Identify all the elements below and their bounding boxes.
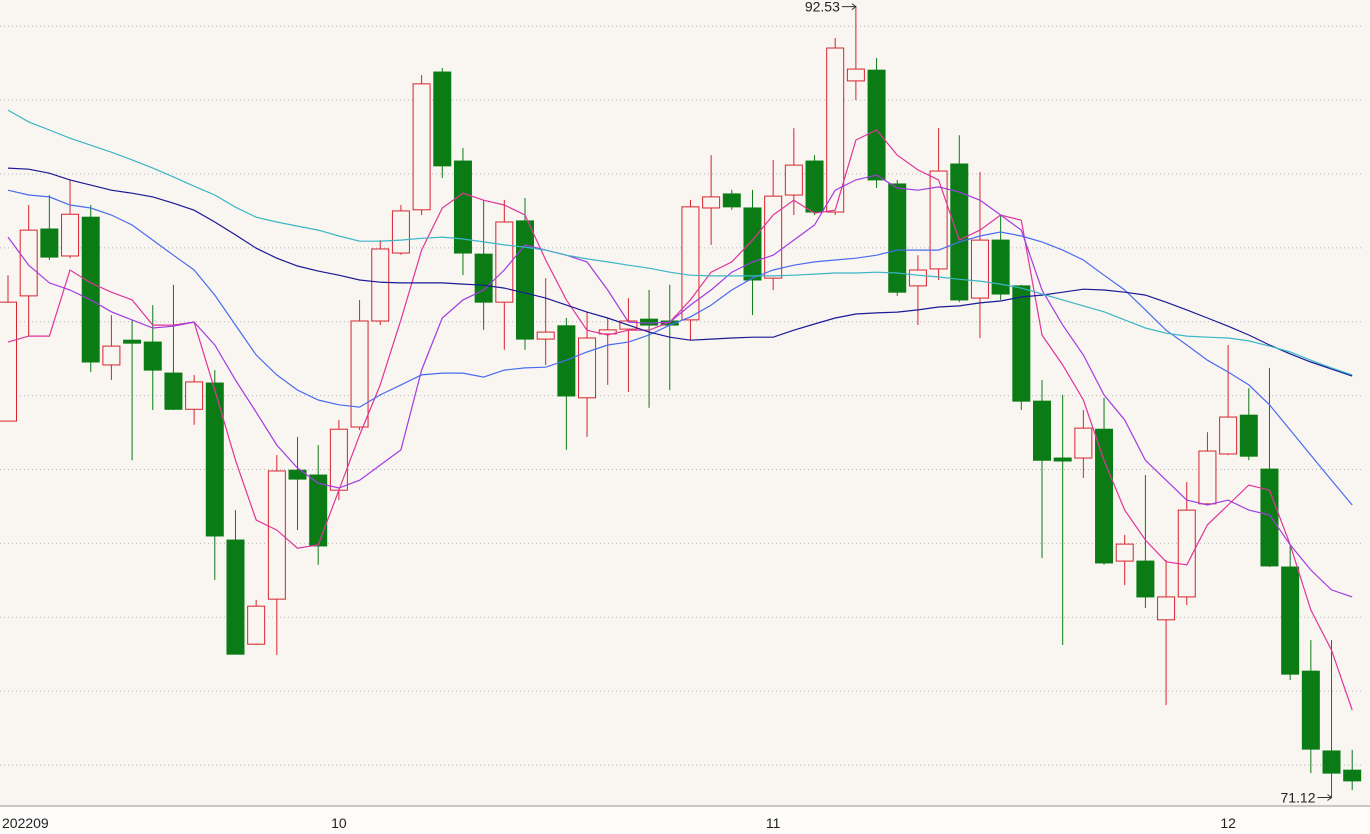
candle-body (495, 221, 514, 303)
candle-body (1219, 416, 1238, 455)
candle-body (970, 239, 989, 299)
candle-body (784, 164, 803, 196)
x-tick-label: 202209 (2, 815, 49, 831)
candle-body (205, 382, 224, 537)
candle-body (1033, 400, 1051, 461)
candle-body (826, 47, 845, 213)
candle-body (412, 83, 431, 211)
candle-body (1012, 285, 1031, 402)
candle-body (102, 345, 121, 366)
candle-body (764, 195, 783, 279)
candle-body (640, 318, 659, 326)
candle-body (578, 337, 597, 399)
candle-body (433, 71, 452, 167)
candle-body (557, 325, 576, 397)
candle-body (0, 301, 17, 422)
candle-body (929, 170, 948, 270)
candle-body (226, 539, 245, 655)
x-tick-label: 12 (1220, 815, 1236, 831)
x-axis-band (0, 807, 1370, 834)
candle-body (40, 228, 59, 258)
candle-body (702, 196, 721, 209)
candle-body (598, 329, 617, 335)
candle-body (19, 229, 38, 297)
candle-body (81, 216, 100, 363)
candle-body (1136, 560, 1155, 598)
candle-body (350, 320, 369, 428)
candle-body (1053, 457, 1072, 462)
candle-body (453, 160, 472, 254)
candle-body (888, 183, 907, 293)
candle-body (61, 213, 80, 257)
candle-body (1198, 450, 1217, 505)
candle-body (908, 269, 927, 287)
moving-average-line (7, 189, 1353, 506)
candle-body (991, 239, 1010, 295)
candle-body (1301, 670, 1320, 750)
moving-average-line (7, 129, 1353, 711)
max-label: 92.53 (805, 0, 840, 15)
candle-body (164, 372, 183, 410)
moving-average-line (7, 167, 1353, 377)
candle-body (247, 605, 266, 645)
candle-body (1281, 566, 1300, 675)
candle-body (846, 68, 865, 82)
candle-body (681, 206, 700, 321)
candle-body (185, 381, 204, 410)
candle-body (1074, 427, 1093, 459)
candle-body (309, 474, 328, 547)
candle-body (1115, 543, 1134, 562)
candle-body (1157, 596, 1176, 621)
candle-body (805, 160, 824, 213)
candle-body (1322, 750, 1341, 774)
candle-body (1239, 414, 1258, 457)
candle-body (536, 331, 555, 340)
candle-body (516, 220, 534, 340)
candle-body (743, 207, 762, 281)
candle-body (371, 248, 390, 322)
candle-body (391, 210, 410, 254)
candle-body (329, 428, 348, 491)
moving-average-line (7, 174, 1353, 598)
min-arrow (1317, 794, 1333, 801)
candle-body (288, 469, 307, 480)
candle-body (1260, 468, 1279, 567)
candle-body (950, 163, 969, 301)
x-tick-label: 11 (766, 815, 781, 831)
candle-body (722, 193, 741, 208)
candle-body (474, 253, 493, 303)
min-label: 71.12 (1280, 790, 1315, 806)
candle-body (1343, 769, 1362, 782)
candle-body (1177, 509, 1196, 598)
moving-average-line (7, 109, 1353, 376)
candle-body (1095, 428, 1114, 564)
candle-body (123, 339, 142, 344)
max-arrow (841, 3, 857, 11)
candle-body (867, 69, 886, 181)
candle-body (267, 470, 286, 600)
candle-body (143, 341, 162, 371)
x-tick-label: 10 (331, 815, 347, 831)
